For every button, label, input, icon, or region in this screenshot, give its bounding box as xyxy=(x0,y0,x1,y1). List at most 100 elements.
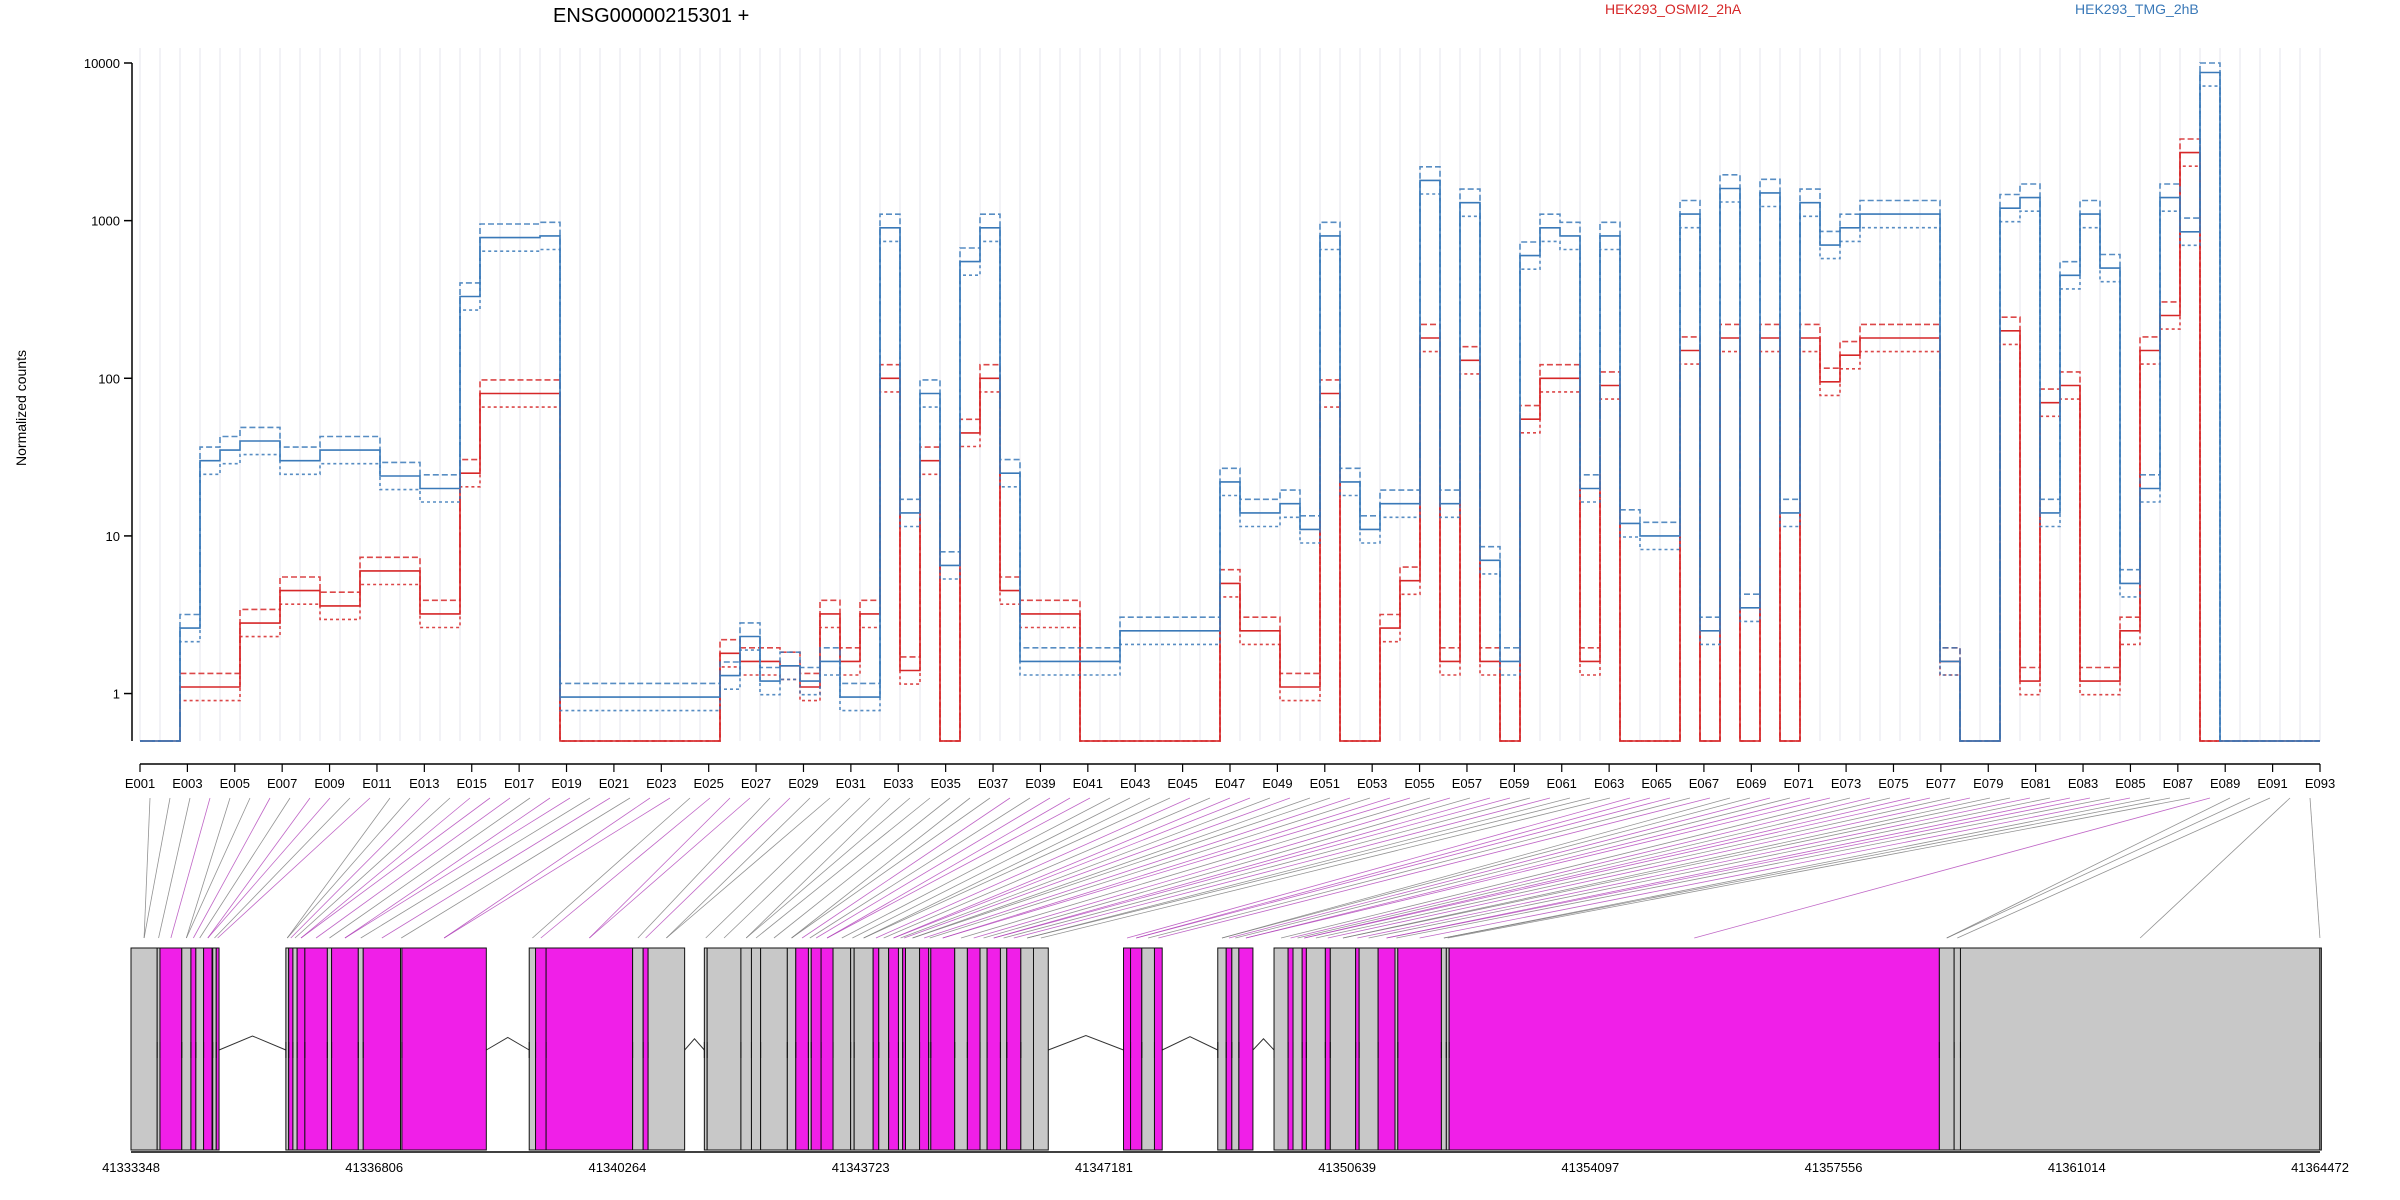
exon-block xyxy=(904,947,921,1151)
series-line-tmg xyxy=(140,71,2320,742)
exon-connector xyxy=(1357,797,2031,939)
exon-block xyxy=(1292,947,1303,1151)
exon-connector xyxy=(960,797,1431,939)
x-tick-label: E007 xyxy=(267,776,297,791)
exon-connector xyxy=(773,797,951,939)
exon-connector xyxy=(1136,797,1671,939)
exon-block-tested xyxy=(1397,947,1442,1151)
exon-block-tested xyxy=(919,947,930,1151)
exon-connector xyxy=(344,797,551,939)
expression-series xyxy=(140,62,2320,742)
exon-connector xyxy=(329,797,531,939)
exon-block-tested xyxy=(1123,947,1132,1151)
exon-connector xyxy=(1447,797,2191,939)
exon-block-tested xyxy=(1006,947,1022,1151)
exon-connector xyxy=(924,797,1351,939)
exon-block-tested xyxy=(872,947,880,1151)
exon-connector xyxy=(929,797,1371,939)
exon-connector xyxy=(809,797,1031,939)
coordinate-tick-label: 41357556 xyxy=(1805,1160,1863,1175)
exon-block xyxy=(999,947,1008,1151)
intron-line xyxy=(486,1036,530,1051)
x-tick-label: E047 xyxy=(1215,776,1245,791)
exon-connector xyxy=(207,797,331,939)
exon-connector xyxy=(645,797,791,939)
exon-connector xyxy=(589,797,731,939)
exon-block-tested xyxy=(159,947,183,1151)
exon-block xyxy=(850,947,855,1151)
exon-connector xyxy=(1290,797,1871,939)
exon-connector xyxy=(791,797,971,939)
exon-connector xyxy=(1027,797,1591,939)
exon-connector xyxy=(791,797,991,939)
exon-connector xyxy=(207,797,311,939)
exon-connector xyxy=(443,797,651,939)
x-tick-label: E023 xyxy=(646,776,676,791)
exon-connector xyxy=(193,797,271,939)
series-line-tmg xyxy=(140,85,2320,742)
exon-block-tested xyxy=(820,947,834,1151)
x-tick-label: E045 xyxy=(1167,776,1197,791)
exon-block xyxy=(740,947,752,1151)
exon-block xyxy=(878,947,890,1151)
exon-block xyxy=(1217,947,1227,1151)
exon-block-tested xyxy=(190,947,197,1151)
exon-block-tested xyxy=(1238,947,1254,1151)
exon-connector xyxy=(637,797,771,939)
exon-connector xyxy=(883,797,1211,939)
exon-connector xyxy=(942,797,1391,939)
x-tick-label: E029 xyxy=(788,776,818,791)
exon-connector xyxy=(1228,797,1771,939)
exon-connector xyxy=(723,797,871,939)
x-tick-label: E065 xyxy=(1641,776,1671,791)
exon-block xyxy=(760,947,788,1151)
exon-axis: E001 E003 E005 E007 E009 E011 E013 E015 E017 E019… xyxy=(125,763,2335,791)
x-tick-label: E059 xyxy=(1499,776,1529,791)
exon-connector xyxy=(217,797,371,939)
exon-connector xyxy=(143,797,151,939)
x-tick-label: E069 xyxy=(1736,776,1766,791)
y-tick-label: 10000 xyxy=(84,56,120,71)
exon-block-tested xyxy=(1448,947,1940,1151)
x-tick-label: E015 xyxy=(457,776,487,791)
exon-block xyxy=(1020,947,1034,1151)
exon-connector xyxy=(705,797,851,939)
exon-block-tested xyxy=(535,947,547,1151)
x-tick-label: E071 xyxy=(1784,776,1814,791)
exon-block-tested xyxy=(795,947,809,1151)
exon-connector xyxy=(755,797,931,939)
exon-connector xyxy=(286,797,391,939)
exon-connector xyxy=(2309,797,2321,939)
x-tick-label: E037 xyxy=(978,776,1008,791)
chart-title: ENSG00000215301 + xyxy=(553,5,749,27)
exon-block-tested xyxy=(545,947,634,1151)
legend-series-a: HEK293_OSMI2_2hA xyxy=(1605,1,1742,17)
exon-connector xyxy=(1003,797,1531,939)
exon-connector xyxy=(170,797,211,939)
genomic-coordinate-axis: 41333348 41336806 41340264 41343723 41347181… xyxy=(102,1151,2349,1175)
exon-connector xyxy=(893,797,1251,939)
exon-block xyxy=(326,947,333,1151)
exon-block-tested xyxy=(331,947,359,1151)
coordinate-tick-label: 41340264 xyxy=(589,1160,647,1175)
exon-block xyxy=(1959,947,2321,1151)
exon-block xyxy=(1032,947,1049,1151)
y-tick-label: 1000 xyxy=(91,214,120,229)
exon-block xyxy=(1938,947,1955,1151)
exon-block xyxy=(1141,947,1155,1151)
x-tick-label: E089 xyxy=(2210,776,2240,791)
exon-connector xyxy=(1946,797,2231,939)
exon-connector xyxy=(1126,797,1631,939)
exon-connector xyxy=(443,797,671,939)
exon-block-tested xyxy=(288,947,294,1151)
x-tick-label: E013 xyxy=(409,776,439,791)
exon-block xyxy=(1305,947,1326,1151)
exon-block xyxy=(954,947,968,1151)
exon-block xyxy=(130,947,158,1151)
exon-block-tested xyxy=(1287,947,1294,1151)
exon-connector xyxy=(1368,797,2051,939)
exon-block xyxy=(212,947,217,1151)
exon-block xyxy=(1329,947,1357,1151)
y-tick-label: 1 xyxy=(113,687,120,702)
exon-block xyxy=(1358,947,1379,1151)
